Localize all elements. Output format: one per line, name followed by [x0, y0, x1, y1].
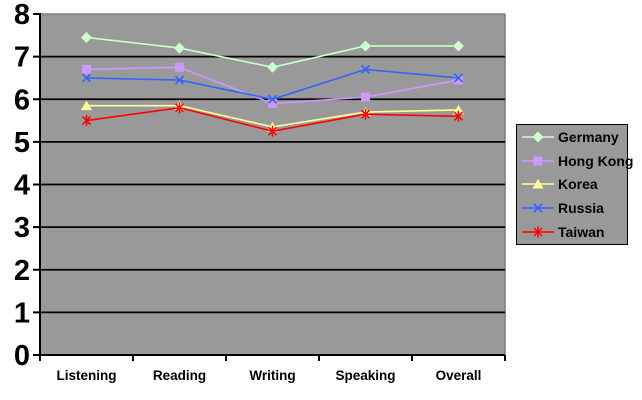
marker-taiwan-overall [453, 110, 464, 122]
marker-taiwan-listening [81, 115, 92, 127]
legend-label-taiwan: Taiwan [558, 224, 605, 241]
marker-germany-reading [174, 42, 185, 54]
marker-russia-writing [267, 94, 278, 104]
legend-marker-germany [532, 131, 544, 143]
marker-germany-speaking [360, 40, 371, 52]
y-axis-label-5: 5 [14, 127, 30, 159]
y-axis-label-1: 1 [14, 297, 30, 329]
marker-korea-listening [81, 100, 92, 111]
marker-germany-listening [81, 31, 92, 43]
legend-box: Germany Hong Kong Korea Russia Taiwan [516, 124, 633, 245]
legend-label-hong-kong: Hong Kong [558, 152, 634, 169]
legend-item-russia: Russia [517, 196, 627, 220]
marker-germany-overall [453, 40, 464, 52]
marker-taiwan-writing [267, 125, 278, 137]
y-axis-label-4: 4 [14, 170, 30, 202]
legend-square-icon [522, 156, 554, 166]
y-axis-label-3: 3 [14, 212, 30, 244]
legend-marker-taiwan [533, 226, 543, 238]
legend-label-germany: Germany [558, 128, 619, 145]
marker-hong-kong-speaking [361, 92, 370, 102]
marker-hong-kong-reading [175, 62, 184, 72]
legend-x-icon [522, 203, 554, 213]
category-label-listening: Listening [57, 368, 117, 383]
marker-korea-overall [453, 104, 464, 115]
legend-marker-hong-kong [533, 156, 543, 166]
legend-label-korea: Korea [558, 176, 598, 193]
y-axis-label-6: 6 [14, 84, 30, 116]
marker-russia-reading [174, 75, 185, 85]
category-label-speaking: Speaking [335, 368, 395, 383]
marker-germany-writing [267, 61, 278, 73]
category-label-overall: Overall [436, 368, 482, 383]
legend-diamond-icon [522, 131, 554, 143]
marker-russia-overall [453, 73, 464, 83]
legend-item-taiwan: Taiwan [517, 220, 627, 244]
legend-label-russia: Russia [558, 200, 604, 217]
category-label-reading: Reading [153, 368, 206, 383]
marker-hong-kong-overall [454, 75, 463, 85]
legend-marker-korea [532, 179, 544, 189]
y-axis-label-7: 7 [14, 42, 30, 74]
marker-russia-speaking [360, 64, 371, 75]
marker-russia-listening [81, 73, 92, 83]
legend-item-korea: Korea [517, 173, 627, 197]
legend-star-icon [522, 226, 554, 238]
legend-marker-russia [533, 203, 543, 213]
category-label-writing: Writing [249, 368, 295, 383]
marker-taiwan-speaking [360, 108, 371, 120]
marker-hong-kong-listening [82, 64, 91, 74]
marker-hong-kong-writing [268, 99, 277, 109]
legend-item-germany: Germany [517, 125, 627, 149]
marker-taiwan-reading [174, 102, 185, 114]
legend-item-hong-kong: Hong Kong [517, 149, 633, 173]
y-axis-label-2: 2 [14, 255, 30, 287]
y-axis-label-8: 8 [14, 0, 30, 31]
legend-triangle-icon [522, 179, 554, 189]
y-axis-label-0: 0 [14, 340, 30, 372]
